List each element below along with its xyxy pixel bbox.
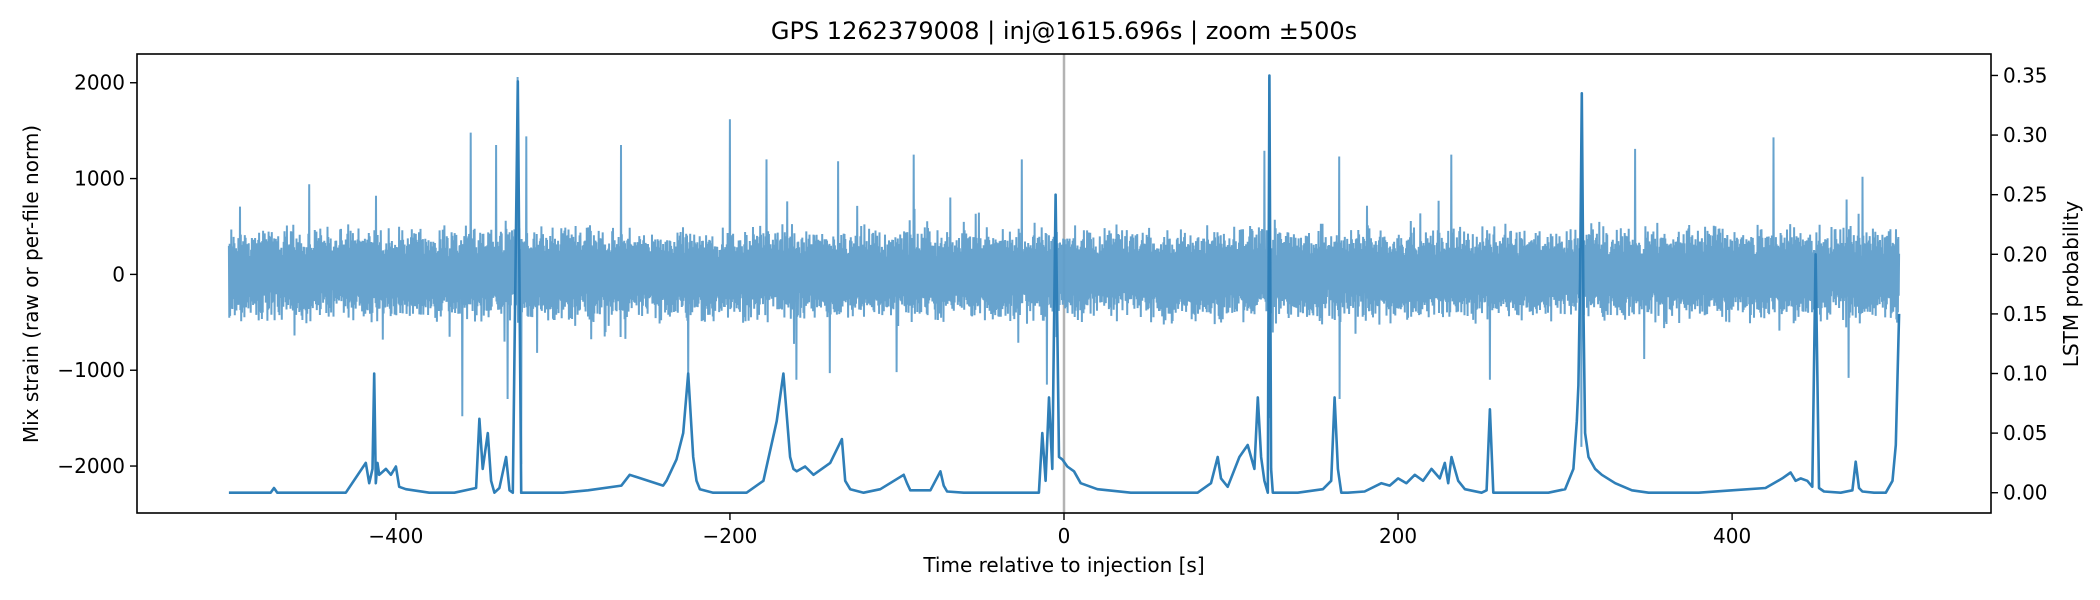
y-right-tick-label: 0.20 [2003, 242, 2048, 266]
y-left-axis-ticks: 2000 1000 0 −1000 −2000 [57, 71, 137, 478]
y-right-tick-label: 0.00 [2003, 481, 2048, 505]
series-lstm-probability-line [228, 74, 1901, 494]
y-right-axis-label: LSTM probability [2059, 201, 2083, 368]
y-right-tick-label: 0.05 [2003, 421, 2048, 445]
y-right-tick-label: 0.30 [2003, 123, 2048, 147]
x-axis-label: Time relative to injection [s] [922, 553, 1204, 577]
x-tick-label: 0 [1058, 524, 1071, 548]
chart-title: GPS 1262379008 | inj@1615.696s | zoom ±5… [771, 17, 1357, 45]
y-left-tick-label: 1000 [74, 167, 125, 191]
series-strain-line [227, 76, 1901, 465]
y-right-tick-label: 0.15 [2003, 302, 2048, 326]
x-tick-label: −400 [368, 524, 423, 548]
y-right-tick-label: 0.25 [2003, 183, 2048, 207]
y-left-tick-label: −1000 [57, 358, 125, 382]
x-axis-ticks: −400 −200 0 200 400 [368, 513, 1751, 548]
plot-area [227, 54, 1901, 513]
y-right-tick-label: 0.10 [2003, 362, 2048, 386]
y-left-axis-label: Mix strain (raw or per-file norm) [19, 125, 43, 443]
x-tick-label: 400 [1713, 524, 1751, 548]
y-left-tick-label: 0 [112, 262, 125, 286]
y-left-tick-label: 2000 [74, 71, 125, 95]
x-tick-label: −200 [702, 524, 757, 548]
x-tick-label: 200 [1379, 524, 1417, 548]
y-right-tick-label: 0.35 [2003, 63, 2048, 87]
y-right-axis-ticks: 0.35 0.30 0.25 0.20 0.15 0.10 0.05 0.00 [1991, 63, 2048, 505]
y-left-tick-label: −2000 [57, 454, 125, 478]
